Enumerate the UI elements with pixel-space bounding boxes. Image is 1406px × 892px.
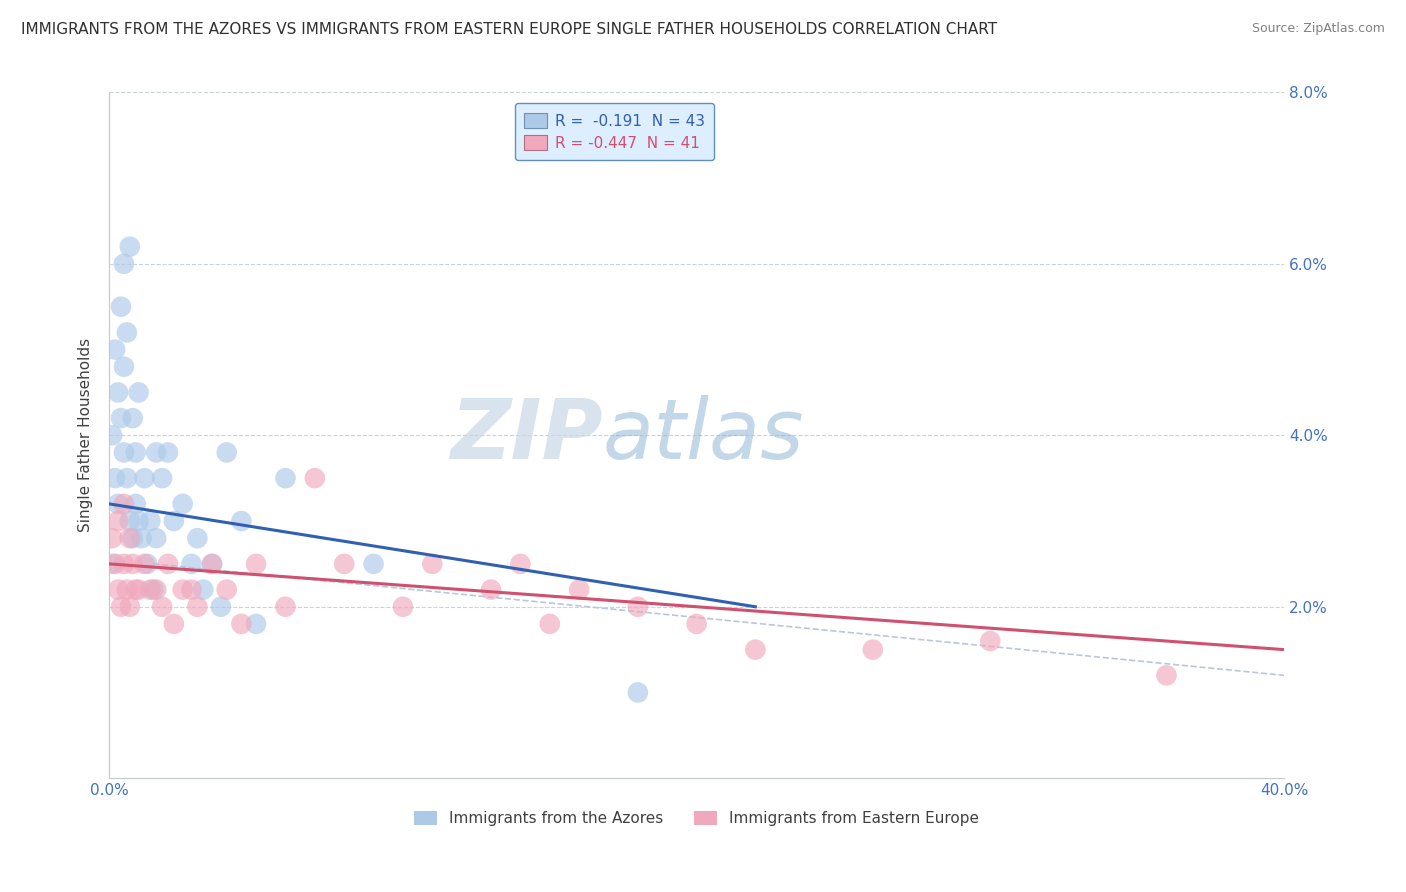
Point [627, 685, 650, 699]
Point [333, 557, 356, 571]
Point [201, 557, 224, 571]
Point [139, 514, 162, 528]
Point [180, 557, 202, 571]
Point [107, 497, 129, 511]
Point [112, 557, 135, 571]
Point [231, 514, 253, 528]
Point [121, 531, 143, 545]
Point [538, 616, 561, 631]
Point [1156, 668, 1178, 682]
Point [124, 497, 146, 511]
Point [115, 326, 138, 340]
Point [245, 616, 267, 631]
Text: ZIP: ZIP [450, 395, 603, 475]
Point [150, 599, 173, 614]
Point [142, 582, 165, 597]
Point [172, 582, 194, 597]
Point [136, 557, 159, 571]
Point [107, 582, 129, 597]
Point [172, 497, 194, 511]
Point [274, 471, 297, 485]
Point [112, 497, 135, 511]
Point [245, 557, 267, 571]
Text: Source: ZipAtlas.com: Source: ZipAtlas.com [1251, 22, 1385, 36]
Point [124, 582, 146, 597]
Point [509, 557, 531, 571]
Point [145, 445, 167, 459]
Point [392, 599, 415, 614]
Point [104, 557, 127, 571]
Point [124, 445, 146, 459]
Point [274, 599, 297, 614]
Point [139, 582, 162, 597]
Point [131, 531, 153, 545]
Point [118, 240, 141, 254]
Point [115, 471, 138, 485]
Point [145, 582, 167, 597]
Point [479, 582, 502, 597]
Point [112, 257, 135, 271]
Point [186, 531, 208, 545]
Point [163, 514, 186, 528]
Point [209, 599, 232, 614]
Point [231, 616, 253, 631]
Point [150, 471, 173, 485]
Point [115, 582, 138, 597]
Point [201, 557, 224, 571]
Point [104, 471, 127, 485]
Point [121, 411, 143, 425]
Point [420, 557, 443, 571]
Point [101, 557, 124, 571]
Point [118, 514, 141, 528]
Point [128, 385, 150, 400]
Point [101, 531, 124, 545]
Point [163, 616, 186, 631]
Point [118, 531, 141, 545]
Point [112, 445, 135, 459]
Point [121, 557, 143, 571]
Point [568, 582, 591, 597]
Text: IMMIGRANTS FROM THE AZORES VS IMMIGRANTS FROM EASTERN EUROPE SINGLE FATHER HOUSE: IMMIGRANTS FROM THE AZORES VS IMMIGRANTS… [21, 22, 997, 37]
Text: atlas: atlas [603, 395, 804, 475]
Point [134, 471, 156, 485]
Point [128, 514, 150, 528]
Point [101, 428, 124, 442]
Point [110, 599, 132, 614]
Point [193, 582, 215, 597]
Point [128, 582, 150, 597]
Point [180, 582, 202, 597]
Point [215, 582, 238, 597]
Point [156, 445, 179, 459]
Point [685, 616, 707, 631]
Point [134, 557, 156, 571]
Point [145, 531, 167, 545]
Point [304, 471, 326, 485]
Point [186, 599, 208, 614]
Legend: Immigrants from the Azores, Immigrants from Eastern Europe: Immigrants from the Azores, Immigrants f… [408, 805, 986, 832]
Point [156, 557, 179, 571]
Point [862, 642, 884, 657]
Y-axis label: Single Father Households: Single Father Households [79, 338, 93, 533]
Point [107, 514, 129, 528]
Point [627, 599, 650, 614]
Point [979, 634, 1001, 648]
Point [363, 557, 385, 571]
Point [110, 411, 132, 425]
Point [104, 343, 127, 357]
Point [215, 445, 238, 459]
Point [107, 385, 129, 400]
Point [118, 599, 141, 614]
Point [744, 642, 766, 657]
Point [112, 359, 135, 374]
Point [110, 300, 132, 314]
